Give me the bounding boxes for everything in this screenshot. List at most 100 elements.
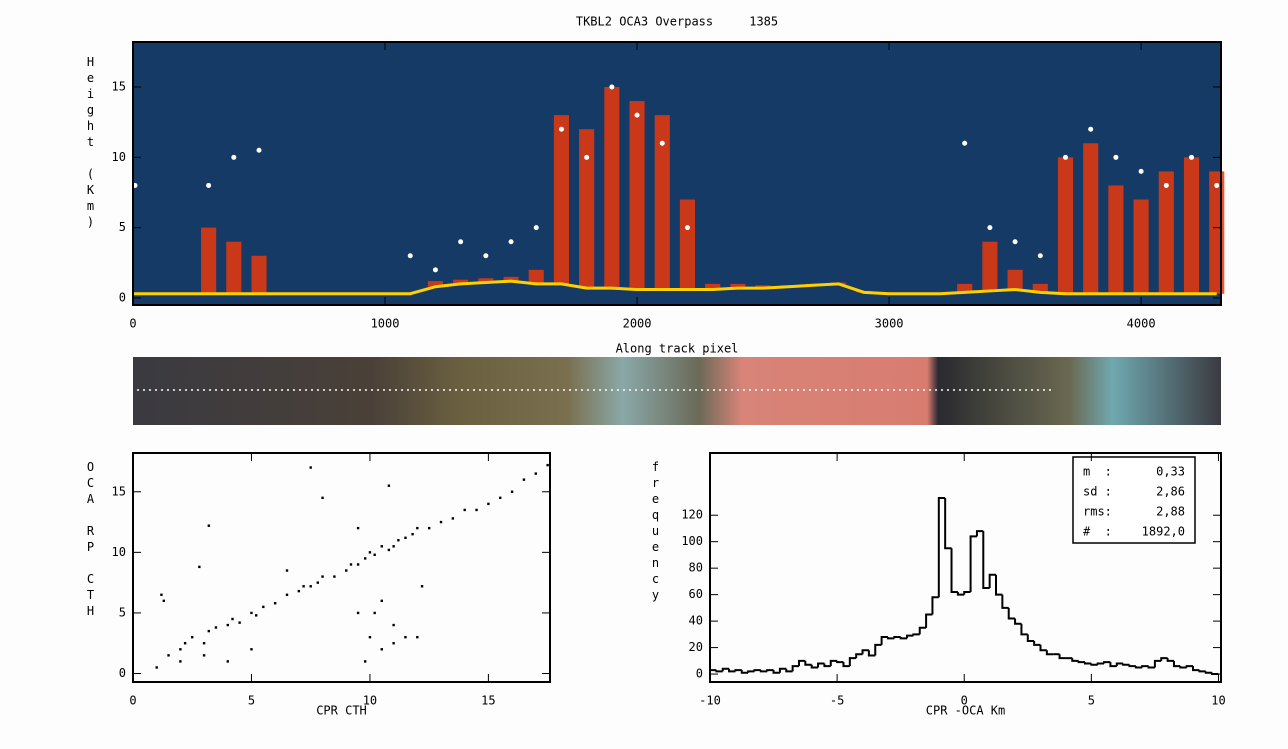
scatter-point [380,599,383,603]
scatter-point [416,526,419,530]
cloud-column [427,281,443,287]
cloud-column [503,276,519,282]
stats-label: sd : [1083,485,1112,499]
scatter-point [416,635,419,639]
cloud-column [679,199,696,290]
plot-frame [132,41,1222,306]
histogram-step [778,667,787,673]
histogram-step [848,657,857,667]
y-axis-label: OCA RP CTH [84,460,98,620]
histogram-step [912,633,920,636]
cloud-column [604,87,620,289]
cloud-top-dot [1012,239,1018,245]
cloud-column [453,279,469,284]
y-tick-label: 15 [112,484,126,498]
scatter-point [179,648,182,651]
cloud-column [1183,157,1200,294]
cloud-top-dot [256,147,262,153]
cloud-top-dot [1088,126,1094,132]
scatter-point [238,621,241,624]
histogram-step [963,590,971,595]
histogram-step [1058,654,1066,660]
cloud-top-dot [1138,168,1144,174]
histogram-step [1014,618,1022,625]
cloud-top-dot [231,154,237,160]
histogram-step [925,613,933,628]
scatter-point [321,575,324,578]
histogram-step [886,636,895,640]
y-tick-label: 0 [119,666,126,680]
histogram-step [874,643,882,656]
cloud-top-dot [659,140,665,146]
scatter-point [487,502,490,506]
scatter-point [316,581,320,584]
x-tick-label: 5 [248,694,255,708]
x-axis-label: Along track pixel [616,342,739,356]
chart-title: TKBL2 OCA3 Overpass 1385 [576,15,778,29]
cloud-column [1007,269,1023,290]
scatter-point [202,654,206,657]
cloud-top-dot [987,225,993,231]
histogram-step [1096,662,1105,665]
x-tick-label: 10 [363,694,377,708]
stats-label: rms: [1083,505,1112,519]
x-tick-label: 10 [1211,694,1225,708]
histogram-step [817,662,825,668]
scatter-point [231,617,234,621]
cloud-top-dot [609,84,615,90]
histogram-step [759,670,768,673]
scatter-point [380,648,383,651]
scatter-point [345,569,348,572]
histogram-step [1166,658,1174,662]
cloud-column [579,129,595,289]
histogram-step [1134,666,1143,669]
x-tick-label: 3000 [875,317,904,331]
scatter-point [202,642,206,645]
scatter-point [363,660,367,663]
scatter-point [191,635,194,639]
y-tick-label: 0 [119,290,126,304]
histogram-step [1147,666,1155,669]
histogram-step [956,591,965,596]
histogram-step [944,498,952,550]
cloud-top-dot [508,239,514,245]
scatter-point [349,563,353,566]
scatter-point [368,551,372,554]
scatter-point [356,526,360,530]
y-axis-label: frequency [649,460,663,604]
x-tick-label: 0 [961,694,968,708]
histogram-step [867,650,876,657]
y-tick-label: 40 [689,614,703,628]
y-tick-label: 5 [119,220,126,234]
histogram-step [766,669,774,672]
cloud-column [705,283,721,290]
scatter-point [546,463,549,467]
stats-value: 2,88 [1156,505,1185,519]
x-tick-label: 0 [129,694,136,708]
histogram-step [1160,657,1168,661]
plot-frame [132,452,551,683]
histogram-step [804,660,812,666]
stats-value: 1892,0 [1142,525,1185,539]
histogram-step [797,659,806,667]
y-tick-label: 5 [119,605,126,619]
scatter-point [368,635,372,639]
scatter-point [427,526,431,530]
scatter-point [207,629,211,633]
y-tick-label: 60 [689,587,703,601]
histogram-step [810,664,819,669]
cloud-top-dot [206,182,212,188]
scatter-point [451,517,455,520]
cloud-top-dot [1062,154,1068,160]
scatter-point [250,648,253,651]
histogram-step [1103,661,1111,664]
histogram-step [791,665,799,672]
histogram-step [899,636,908,640]
surface-line [133,279,1217,296]
plot-frame [709,452,1222,683]
histogram-step [1141,665,1149,668]
histogram-step [1128,664,1136,668]
x-tick-label: 1000 [371,317,400,331]
histogram-step [1026,634,1035,642]
